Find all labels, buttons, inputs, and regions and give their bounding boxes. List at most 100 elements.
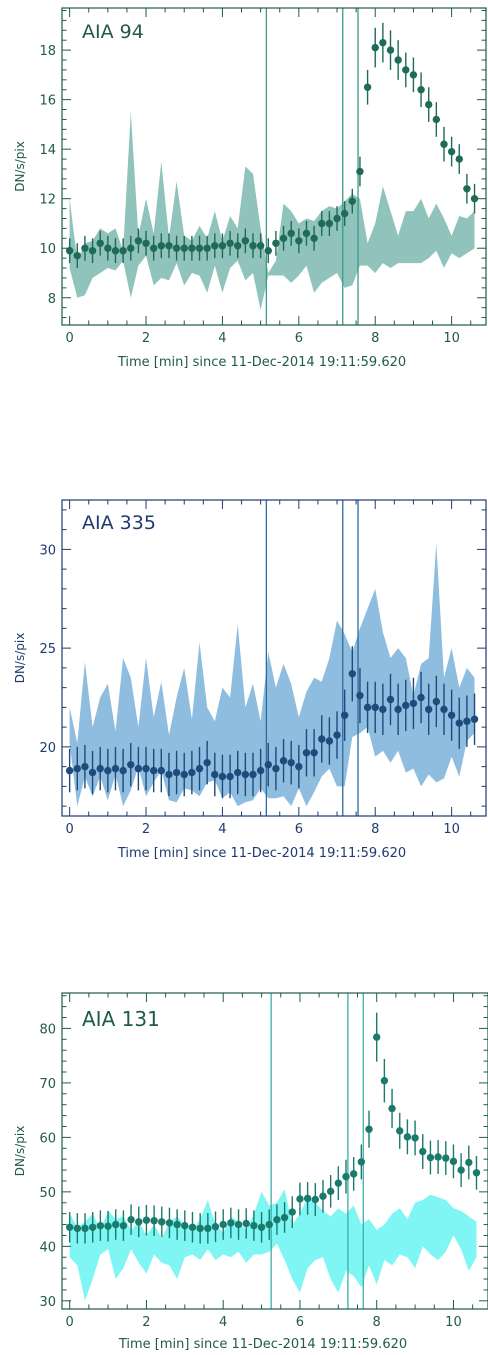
data-point <box>88 768 97 777</box>
data-point <box>394 705 402 714</box>
data-point <box>409 699 418 708</box>
data-point <box>425 100 433 109</box>
data-point <box>104 244 112 252</box>
plot-area <box>65 993 481 1309</box>
chart-title: AIA 94 <box>82 21 144 43</box>
data-point <box>319 1192 327 1200</box>
data-point <box>333 731 341 739</box>
data-point <box>334 1179 343 1187</box>
background-band <box>69 112 475 311</box>
x-axis-label: Time [min] since 11-Dec-2014 19:11:59.62… <box>117 846 406 861</box>
data-point <box>119 247 127 255</box>
data-point <box>204 1224 212 1233</box>
data-point <box>180 244 188 252</box>
y-tick-label: 30 <box>39 543 56 558</box>
data-point <box>440 140 448 148</box>
data-point <box>302 229 311 238</box>
data-point <box>81 762 89 771</box>
chart-title: AIA 335 <box>82 512 156 534</box>
data-point <box>149 766 158 775</box>
data-point <box>81 1224 89 1233</box>
y-axis-label: DN/s/pix <box>13 1126 27 1177</box>
data-point <box>73 764 81 773</box>
data-point <box>310 749 318 757</box>
data-point <box>273 1215 281 1224</box>
x-tick-label: 6 <box>295 331 303 346</box>
x-tick-label: 10 <box>445 1315 462 1330</box>
data-point <box>234 242 242 250</box>
data-point <box>65 1223 74 1231</box>
data-point <box>104 766 112 775</box>
data-point <box>134 237 143 245</box>
data-point <box>455 155 463 163</box>
y-axis-label: DN/s/pix <box>13 633 27 684</box>
data-point <box>73 251 81 260</box>
data-point <box>226 772 234 781</box>
data-point <box>250 1221 258 1230</box>
data-point <box>180 770 188 779</box>
data-point <box>96 764 104 773</box>
data-point <box>417 86 425 94</box>
data-point <box>357 1158 366 1166</box>
x-tick-label: 4 <box>218 331 226 346</box>
data-point <box>96 1221 105 1230</box>
data-point <box>257 1223 266 1231</box>
data-point <box>135 1218 143 1226</box>
y-tick-label: 30 <box>39 1295 56 1310</box>
plot-area <box>65 500 479 816</box>
data-point <box>318 219 326 228</box>
axes-frame <box>61 7 487 326</box>
data-point <box>150 1217 158 1225</box>
x-tick-label: 6 <box>296 1315 304 1330</box>
data-point <box>310 234 318 243</box>
data-point <box>158 1218 166 1226</box>
data-point <box>195 244 204 252</box>
data-point <box>181 1221 189 1230</box>
data-point <box>318 735 326 743</box>
data-point <box>470 194 479 203</box>
data-point <box>457 1166 465 1174</box>
data-point <box>142 239 150 247</box>
data-point <box>127 1215 135 1224</box>
data-point <box>349 1170 358 1178</box>
data-point <box>165 242 173 250</box>
y-tick-label: 10 <box>39 242 56 257</box>
data-point <box>287 758 295 767</box>
axes-frame <box>61 992 488 1310</box>
y-tick-label: 80 <box>39 1022 56 1037</box>
data-point <box>227 1219 235 1227</box>
data-point <box>432 697 441 706</box>
data-point <box>302 749 311 757</box>
data-point <box>65 766 74 775</box>
data-point <box>173 1220 181 1229</box>
data-point <box>425 705 433 714</box>
data-point <box>402 701 410 710</box>
data-point <box>172 768 181 777</box>
data-point <box>196 1224 204 1233</box>
data-point <box>279 757 288 765</box>
data-point <box>386 46 395 54</box>
data-point <box>432 115 441 124</box>
data-point <box>371 43 379 52</box>
data-point <box>371 703 379 712</box>
y-axis-label: DN/s/pix <box>13 141 27 192</box>
background-band <box>69 1189 477 1301</box>
y-tick-label: 50 <box>39 1186 56 1201</box>
data-point <box>165 770 173 779</box>
data-point <box>119 766 127 775</box>
data-point <box>356 691 364 700</box>
data-point <box>470 715 479 723</box>
data-point <box>426 1153 435 1162</box>
data-point <box>134 764 143 773</box>
data-point <box>111 764 120 773</box>
data-point <box>264 760 272 769</box>
chart-aia-131: 0 2 4 6 8 10 30 40 50 60 70 80 AIA 131 Time [min] sin… <box>13 992 488 1352</box>
data-point <box>219 1220 227 1229</box>
data-point <box>455 719 463 727</box>
data-point <box>411 1134 419 1142</box>
data-point <box>463 185 471 193</box>
y-tick-label: 12 <box>39 193 56 208</box>
y-tick-label: 16 <box>39 94 56 109</box>
data-point <box>256 242 265 250</box>
